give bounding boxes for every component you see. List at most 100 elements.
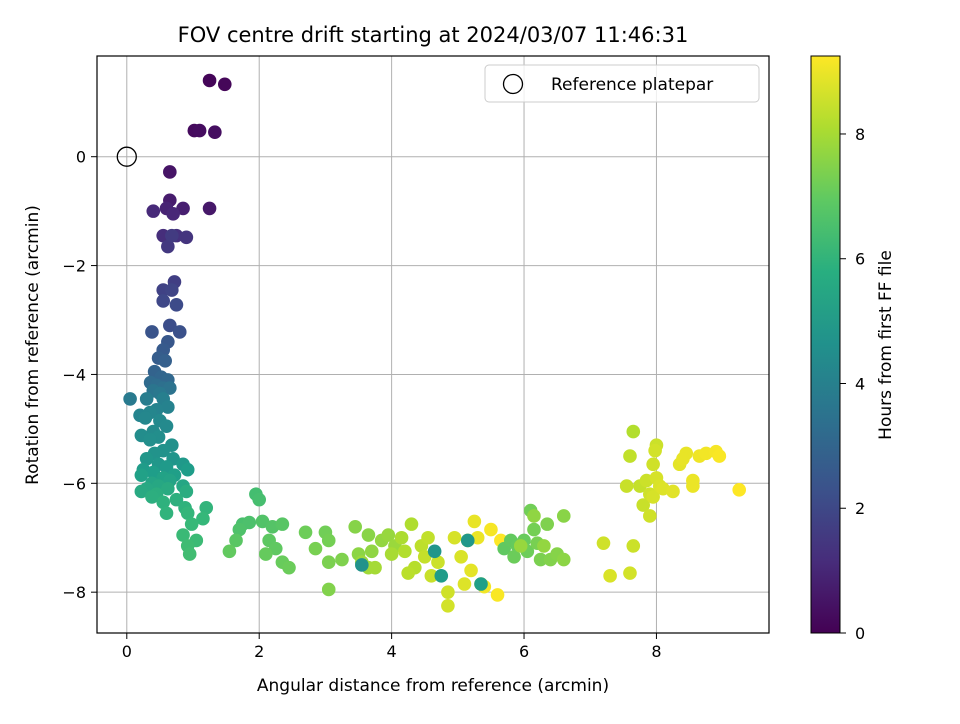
plot-area-frame (96, 55, 770, 634)
scatter-point (321, 582, 336, 597)
scatter-point (732, 483, 747, 497)
scatter-point (540, 517, 555, 531)
gridlines (97, 56, 769, 633)
scatter-point (431, 555, 445, 570)
scatter-point (161, 481, 175, 496)
scatter-point (196, 511, 210, 526)
scatter-point (527, 522, 541, 537)
scatter-point (556, 509, 571, 523)
scatter-point (161, 400, 175, 414)
y-tick-label: −8 (62, 583, 86, 602)
scatter-point (348, 520, 363, 534)
scatter-point (533, 552, 548, 567)
scatter-point (666, 484, 680, 499)
scatter-point (623, 566, 637, 580)
chart-title: FOV centre drift starting at 2024/03/07 … (178, 23, 689, 47)
scatter-point (619, 479, 634, 493)
y-tick-label: −4 (62, 365, 86, 384)
scatter-point (229, 533, 243, 548)
scatter-point (434, 569, 449, 583)
scatter-point (646, 457, 660, 472)
scatter-point (143, 432, 157, 447)
scatter-point (134, 484, 149, 499)
colorbar-tick-label: 0 (855, 624, 865, 643)
scatter-point (384, 547, 399, 561)
y-tick-label: −6 (62, 474, 86, 493)
y-axis-label: Rotation from reference (arcmin) (23, 205, 43, 485)
scatter-point (427, 544, 442, 559)
scatter-point (255, 514, 270, 529)
colorbar: 0 2 4 6 8 Hours from first FF file (810, 55, 896, 643)
scatter-point (145, 325, 159, 339)
scatter-point (208, 125, 222, 140)
scatter-point (335, 552, 349, 567)
scatter-points (123, 73, 747, 613)
scatter-point (180, 462, 195, 477)
scatter-point (626, 424, 641, 439)
scatter-point (467, 514, 482, 529)
scatter-point (159, 506, 174, 521)
scatter-point (156, 495, 171, 510)
scatter-point (179, 484, 194, 499)
scatter-point (676, 452, 690, 466)
scatter-point (368, 560, 382, 575)
scatter-point (145, 490, 159, 504)
scatter-point (355, 558, 369, 572)
scatter-point (447, 530, 462, 545)
scatter-point (123, 392, 137, 406)
scatter-point (165, 283, 179, 297)
scatter-point (527, 509, 541, 523)
colorbar-label: Hours from first FF file (876, 250, 896, 440)
scatter-point (217, 77, 232, 92)
scatter-point (184, 517, 199, 531)
y-tick-label: 0 (76, 148, 86, 167)
scatter-point (490, 588, 505, 602)
x-tick-label: 4 (387, 642, 397, 661)
scatter-point (417, 549, 432, 564)
y-axis-ticks: −8 −6 −4 −2 0 (62, 148, 97, 602)
colorbar-tick-label: 6 (855, 250, 865, 269)
scatter-point (424, 569, 439, 583)
legend-marker-reference-icon (502, 73, 524, 95)
scatter-point (441, 598, 455, 613)
scatter-point (636, 498, 651, 512)
scatter-point (513, 539, 528, 553)
scatter-point (202, 201, 217, 216)
scatter-point (484, 522, 498, 537)
scatter-point (179, 230, 194, 245)
scatter-point (398, 544, 412, 559)
scatter-point (156, 294, 171, 308)
scatter-point (169, 297, 184, 312)
scatter-point (404, 517, 419, 531)
scatter-point (180, 506, 195, 521)
scatter-point (146, 465, 161, 480)
scatter-point (643, 509, 657, 523)
scatter-point (242, 515, 257, 530)
scatter-point (163, 165, 177, 179)
scatter-point (192, 123, 207, 138)
scatter-point (172, 325, 187, 339)
scatter-point (648, 443, 662, 458)
scatter-point (298, 525, 313, 540)
scatter-point (454, 549, 468, 564)
x-tick-label: 8 (651, 642, 661, 661)
scatter-point (686, 479, 700, 493)
scatter-point (232, 522, 247, 537)
scatter-point (596, 536, 611, 550)
scatter-point (361, 528, 376, 542)
scatter-point (464, 563, 478, 578)
scatter-point (252, 492, 267, 507)
legend-label-reference-platepar: Reference platepar (551, 75, 713, 95)
scatter-point (394, 530, 409, 545)
x-axis-label: Angular distance from reference (arcmin) (257, 676, 609, 696)
scatter-point (474, 577, 488, 591)
scatter-point (259, 547, 273, 561)
scatter-point (401, 566, 415, 580)
scatter-point (457, 577, 472, 591)
x-tick-label: 6 (519, 642, 529, 661)
scatter-point (161, 239, 175, 254)
x-axis-ticks: 0 2 4 6 8 (122, 633, 662, 661)
scatter-point (626, 539, 641, 553)
colorbar-ticks: 0 2 4 6 8 (840, 125, 865, 643)
scatter-point (308, 541, 323, 556)
